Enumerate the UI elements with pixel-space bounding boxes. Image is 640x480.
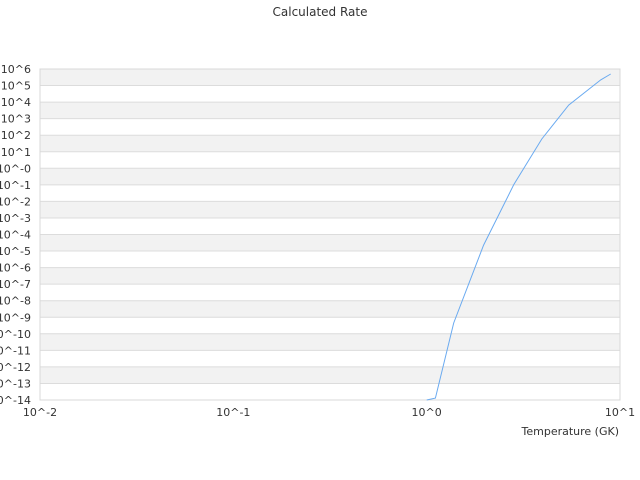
grid-band (40, 151, 620, 169)
y-tick-label: 10^6 (1, 63, 31, 76)
grid-band (40, 69, 620, 86)
y-tick-label: 10^-3 (0, 212, 31, 225)
chart-title: Calculated Rate (273, 5, 368, 19)
grid-band (40, 201, 620, 218)
y-tick-label: 10^-7 (0, 278, 31, 291)
y-tick-label: 10^-6 (0, 262, 31, 275)
grid-band (40, 217, 620, 235)
grid-band (40, 317, 620, 334)
grid-band (40, 284, 620, 301)
y-tick-label: 10^-2 (0, 195, 31, 208)
y-tick-label: 10^3 (1, 113, 31, 126)
x-tick-label: 10^0 (412, 406, 442, 419)
y-tick-label: 10^2 (1, 129, 31, 142)
grid-band (40, 333, 620, 351)
grid-band (40, 300, 620, 318)
grid-band (40, 383, 620, 400)
x-tick-label: 10^-1 (216, 406, 250, 419)
grid-band (40, 118, 620, 136)
x-tick-label: 10^-2 (23, 406, 57, 419)
y-tick-label: 10^1 (1, 146, 31, 159)
grid-band (40, 135, 620, 152)
y-tick-label: 10^-4 (0, 229, 31, 242)
grid-band (40, 267, 620, 285)
y-tick-label: 10^5 (1, 80, 31, 93)
plot-border (39, 68, 621, 401)
y-tick-label: 10^-14 (0, 394, 31, 407)
grid-band (40, 102, 620, 119)
grid-band (40, 184, 620, 202)
grid-band (40, 85, 620, 103)
y-tick-label: 10^-13 (0, 377, 31, 390)
y-tick-label: 10^-11 (0, 344, 31, 357)
y-tick-label: 10^-10 (0, 328, 31, 341)
y-tick-label: 10^-1 (0, 179, 31, 192)
y-tick-label: 10^-9 (0, 311, 31, 324)
series-line (426, 73, 611, 401)
x-axis-label: Temperature (GK) (521, 425, 620, 438)
grid-band (40, 350, 620, 367)
grid-band (40, 366, 620, 384)
x-tick-label: 10^1 (605, 406, 635, 419)
y-tick-label: 10^-0 (0, 162, 31, 175)
y-tick-label: 10^-5 (0, 245, 31, 258)
y-tick-label: 10^-8 (0, 295, 31, 308)
y-tick-label: 10^-12 (0, 361, 31, 374)
grid-band (40, 251, 620, 268)
y-tick-label: 10^4 (1, 96, 31, 109)
grid-band (40, 234, 620, 252)
grid-band (40, 168, 620, 185)
